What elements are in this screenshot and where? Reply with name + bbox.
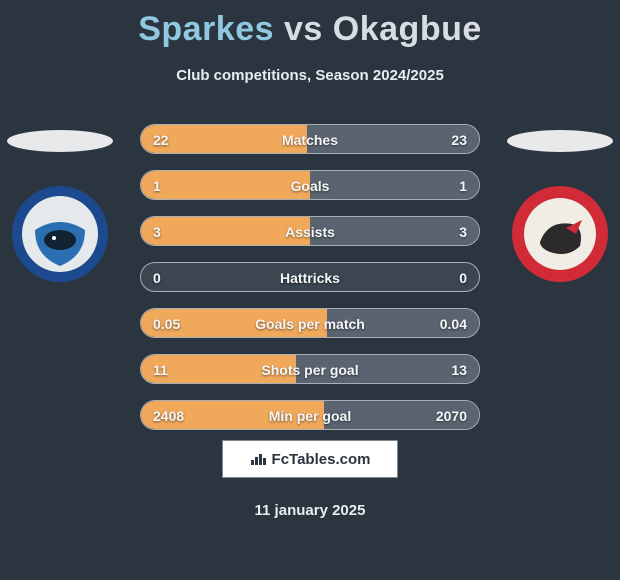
stat-label: Matches (141, 125, 479, 154)
stat-row: 1113Shots per goal (140, 354, 480, 384)
branding-box: FcTables.com (222, 440, 398, 478)
stat-label: Goals per match (141, 309, 479, 338)
stat-label: Hattricks (141, 263, 479, 292)
stat-row: 24082070Min per goal (140, 400, 480, 430)
stat-row: 2223Matches (140, 124, 480, 154)
crest-left-svg (10, 184, 110, 284)
crest-shadow-right (507, 130, 613, 152)
page-title: Sparkes vs Okagbue (0, 0, 620, 49)
stat-row: 11Goals (140, 170, 480, 200)
player2-name: Okagbue (333, 10, 482, 48)
crest-shadow-left (7, 130, 113, 152)
stat-row: 33Assists (140, 216, 480, 246)
player1-name: Sparkes (138, 10, 274, 48)
stat-label: Goals (141, 171, 479, 200)
stat-label: Shots per goal (141, 355, 479, 384)
team-crest-left (0, 130, 120, 284)
stat-label: Assists (141, 217, 479, 246)
stat-row: 00Hattricks (140, 262, 480, 292)
subtitle: Club competitions, Season 2024/2025 (0, 67, 620, 84)
chart-icon (250, 452, 268, 466)
stat-row: 0.050.04Goals per match (140, 308, 480, 338)
stats-panel: 2223Matches 11Goals 33Assists 00Hattricks 0.… (140, 124, 480, 446)
branding-text: FcTables.com (272, 451, 371, 468)
stat-label: Min per goal (141, 401, 479, 430)
team-crest-right (500, 130, 620, 284)
crest-right-svg (510, 184, 610, 284)
vs-text: vs (284, 10, 323, 48)
date-text: 11 january 2025 (0, 502, 620, 519)
